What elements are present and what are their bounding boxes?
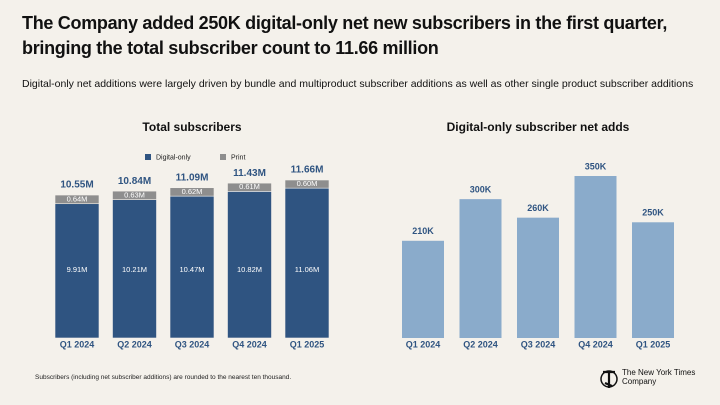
slide-subtitle: Digital-only net additions were largely … — [22, 78, 694, 90]
segment-label: 10.82M — [237, 265, 262, 274]
x-tick-label: Q4 2024 — [578, 339, 613, 349]
footnote: Subscribers (including net subscriber ad… — [35, 374, 292, 381]
x-tick-label: Q2 2024 — [463, 339, 498, 349]
logo-text: Company — [622, 377, 656, 386]
bar-segment — [54, 194, 100, 205]
total-label: 11.43M — [233, 168, 266, 179]
slide-title: The Company added 250K digital-only net … — [22, 13, 668, 58]
value-label: 260K — [527, 203, 549, 213]
total-label: 11.66M — [291, 165, 324, 176]
value-label: 250K — [642, 208, 664, 218]
logo-text: The New York Times — [622, 368, 695, 377]
bar-segment — [112, 199, 157, 339]
bar — [632, 222, 674, 338]
legend-swatch — [220, 154, 226, 160]
chart-title: Digital-only subscriber net adds — [447, 120, 630, 134]
bar — [459, 199, 502, 338]
chart-title: Total subscribers — [142, 120, 241, 134]
x-tick-label: Q2 2024 — [117, 339, 152, 349]
x-tick-label: Q3 2024 — [521, 339, 556, 349]
bar-segment — [169, 195, 215, 339]
value-label: 300K — [470, 185, 492, 195]
logo-glyph — [603, 370, 615, 388]
total-label: 11.09M — [176, 172, 209, 183]
x-tick-label: Q1 2024 — [60, 339, 95, 349]
bar-segment — [112, 190, 157, 200]
x-tick-label: Q4 2024 — [232, 339, 267, 349]
bar-segment — [284, 179, 330, 189]
bar-segment — [227, 191, 272, 339]
value-label: 210K — [412, 226, 434, 236]
segment-label: 0.60M — [297, 179, 318, 188]
total-label: 10.55M — [60, 180, 93, 191]
x-tick-label: Q1 2025 — [636, 339, 671, 349]
legend-label: Digital-only — [156, 154, 191, 161]
segment-label: 10.21M — [122, 265, 147, 274]
segment-label: 0.62M — [182, 187, 203, 196]
segment-label: 0.64M — [67, 194, 88, 203]
segment-label: 0.63M — [124, 190, 145, 199]
x-tick-label: Q1 2024 — [406, 339, 441, 349]
x-tick-label: Q3 2024 — [175, 339, 210, 349]
bar — [574, 176, 617, 338]
segment-label: 10.47M — [179, 265, 204, 274]
logo-icon — [600, 370, 618, 388]
total-label: 10.84M — [118, 176, 151, 187]
bar — [402, 240, 444, 338]
bar-segment — [227, 182, 272, 192]
legend-swatch — [145, 154, 151, 160]
segment-label: 0.61M — [239, 182, 260, 191]
x-tick-label: Q1 2025 — [290, 339, 325, 349]
bar-segment — [284, 187, 330, 339]
segment-label: 11.06M — [295, 265, 319, 274]
bar-segment — [169, 187, 215, 197]
segment-label: 9.91M — [67, 265, 88, 274]
value-label: 350K — [585, 161, 607, 171]
legend-label: Print — [231, 154, 245, 161]
bar — [517, 217, 559, 338]
